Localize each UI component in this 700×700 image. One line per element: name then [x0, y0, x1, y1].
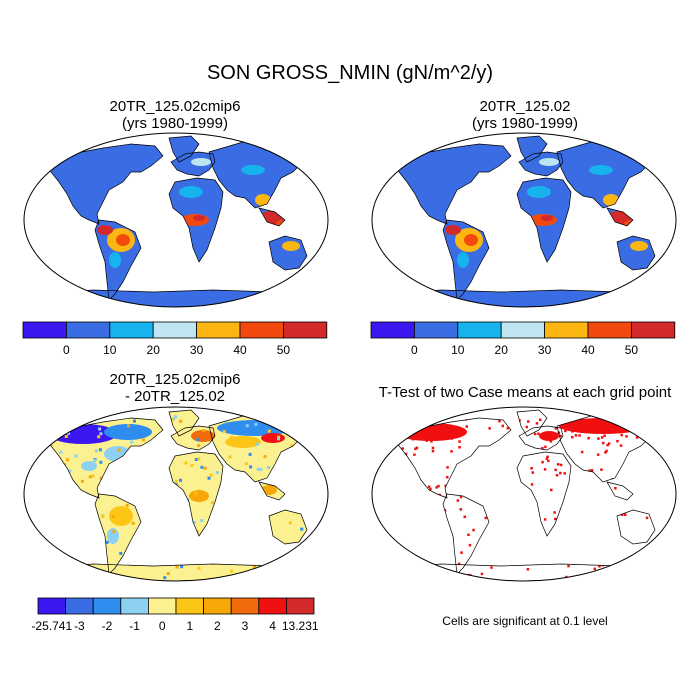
- panel-control-title-line1: 20TR_125.02: [479, 98, 571, 115]
- colorbar-box: [109, 321, 154, 339]
- colorbar-box: [258, 597, 287, 615]
- colorbar-box: [65, 597, 94, 615]
- coastline-greenland: [168, 409, 200, 437]
- colorbar-tick-label: -25.741: [31, 619, 72, 633]
- coastline-africa: [516, 451, 572, 537]
- colorbar-box: [147, 597, 177, 615]
- colorbar-box: [282, 321, 328, 339]
- coastline-europe: [170, 425, 216, 451]
- coastline-northAmerica: [46, 143, 164, 225]
- figure-title: SON GROSS_NMIN (gN/m^2/y): [206, 62, 494, 84]
- colorbar-tick-label: 1: [186, 619, 193, 633]
- coastline-greenland: [516, 135, 548, 163]
- colorbar-tick-label: 50: [625, 343, 639, 357]
- panel-control-title-line2: (yrs 1980-1999): [472, 115, 578, 132]
- colorbar-box: [457, 321, 502, 339]
- panel-diff-title-line1: 20TR_125.02cmip6: [109, 371, 241, 388]
- colorbar-tick-label: 10: [103, 343, 117, 357]
- coastline-europe: [170, 151, 216, 177]
- coastline-europe: [518, 425, 564, 451]
- colorbar-tick-label: 0: [411, 343, 418, 357]
- colorbar-box: [630, 321, 676, 339]
- coastline-northAmerica: [394, 417, 512, 499]
- colorbar-box: [152, 321, 197, 339]
- colorbar-box: [587, 321, 632, 339]
- coastline-seAsia: [606, 207, 634, 227]
- coastline-seAsia: [258, 207, 286, 227]
- panel-case-title-line1: 20TR_125.02cmip6: [109, 98, 241, 115]
- coastline-australia: [616, 235, 656, 271]
- colorbar-tick-label: 10: [451, 343, 465, 357]
- coastline-australia: [268, 235, 308, 271]
- colorbar-box: [414, 321, 459, 339]
- coastline-northAmerica: [46, 417, 164, 499]
- map-border: [371, 132, 677, 308]
- colorbar-tick-label: 30: [190, 343, 204, 357]
- colorbar-tick-label: 0: [159, 619, 166, 633]
- map-control: [371, 132, 677, 308]
- coastline-southAmerica: [442, 493, 490, 575]
- coastline-northAmerica: [394, 143, 512, 225]
- coastline-southAmerica: [94, 493, 142, 575]
- ttest-note: Cells are significant at 0.1 level: [442, 614, 608, 628]
- colorbar-box: [92, 597, 122, 615]
- colorbar-tick-label: 0: [63, 343, 70, 357]
- coastline-australia: [616, 509, 656, 545]
- coastline-southAmerica: [94, 219, 142, 301]
- colorbar-box: [370, 321, 415, 339]
- colorbar-tick-label: -1: [129, 619, 140, 633]
- map-ttest: [371, 406, 677, 582]
- colorbar-tick-label: 20: [147, 343, 161, 357]
- colorbar-box: [37, 597, 67, 615]
- colorbar-tick-label: 2: [214, 619, 221, 633]
- panel-ttest-title-line1: T-Test of two Case means at each grid po…: [378, 384, 672, 401]
- colorbar-tick-label: 40: [233, 343, 247, 357]
- coastline-greenland: [168, 135, 200, 163]
- panel-case-title-line2: (yrs 1980-1999): [122, 115, 228, 132]
- panel-case-title: 20TR_125.02cmip6 (yrs 1980-1999): [50, 98, 300, 132]
- colorbar-tick-label: 50: [277, 343, 291, 357]
- coastline-southAmerica: [442, 219, 490, 301]
- map-border: [23, 132, 329, 308]
- panel-diff-title-line2: - 20TR_125.02: [124, 388, 226, 405]
- colorbar-box: [239, 321, 284, 339]
- coastline-africa: [516, 177, 572, 263]
- colorbar-tick-label: 40: [581, 343, 595, 357]
- colorbar-tick-label: 4: [269, 619, 276, 633]
- colorbar-box: [66, 321, 111, 339]
- coastline-europe: [518, 151, 564, 177]
- map-difference: [23, 406, 329, 582]
- colorbar-box: [120, 597, 149, 615]
- coastline-greenland: [516, 409, 548, 437]
- map-border: [23, 406, 329, 582]
- coastline-australia: [268, 509, 308, 545]
- colorbar-box: [175, 597, 205, 615]
- colorbar-box: [500, 321, 545, 339]
- coastline-africa: [168, 177, 224, 263]
- colorbar-tick-label: 20: [495, 343, 509, 357]
- colorbar-difference: -25.741 -3 -2 -1 0 1 2 3 4 13.231: [31, 597, 319, 633]
- colorbar-case: 0 10 20 30 40 50: [22, 321, 328, 357]
- panel-diff-title: 20TR_125.02cmip6 - 20TR_125.02: [50, 371, 300, 405]
- coastline-africa: [168, 451, 224, 537]
- colorbar-box: [196, 321, 241, 339]
- colorbar-control: 0 10 20 30 40 50: [370, 321, 676, 357]
- colorbar-tick-label: 3: [242, 619, 249, 633]
- coastline-seAsia: [606, 481, 634, 501]
- colorbar-box: [544, 321, 589, 339]
- colorbar-tick-label: -2: [102, 619, 113, 633]
- colorbar-box: [22, 321, 67, 339]
- colorbar-box: [203, 597, 232, 615]
- colorbar-box: [285, 597, 315, 615]
- colorbar-tick-label: 30: [538, 343, 552, 357]
- coastline-seAsia: [258, 481, 286, 501]
- map-case: [23, 132, 329, 308]
- colorbar-tick-label: -3: [74, 619, 85, 633]
- map-border: [371, 406, 677, 582]
- panel-ttest-title: T-Test of two Case means at each grid po…: [350, 384, 700, 401]
- colorbar-box: [230, 597, 260, 615]
- panel-control-title: 20TR_125.02 (yrs 1980-1999): [400, 98, 650, 132]
- colorbar-tick-label: 13.231: [282, 619, 319, 633]
